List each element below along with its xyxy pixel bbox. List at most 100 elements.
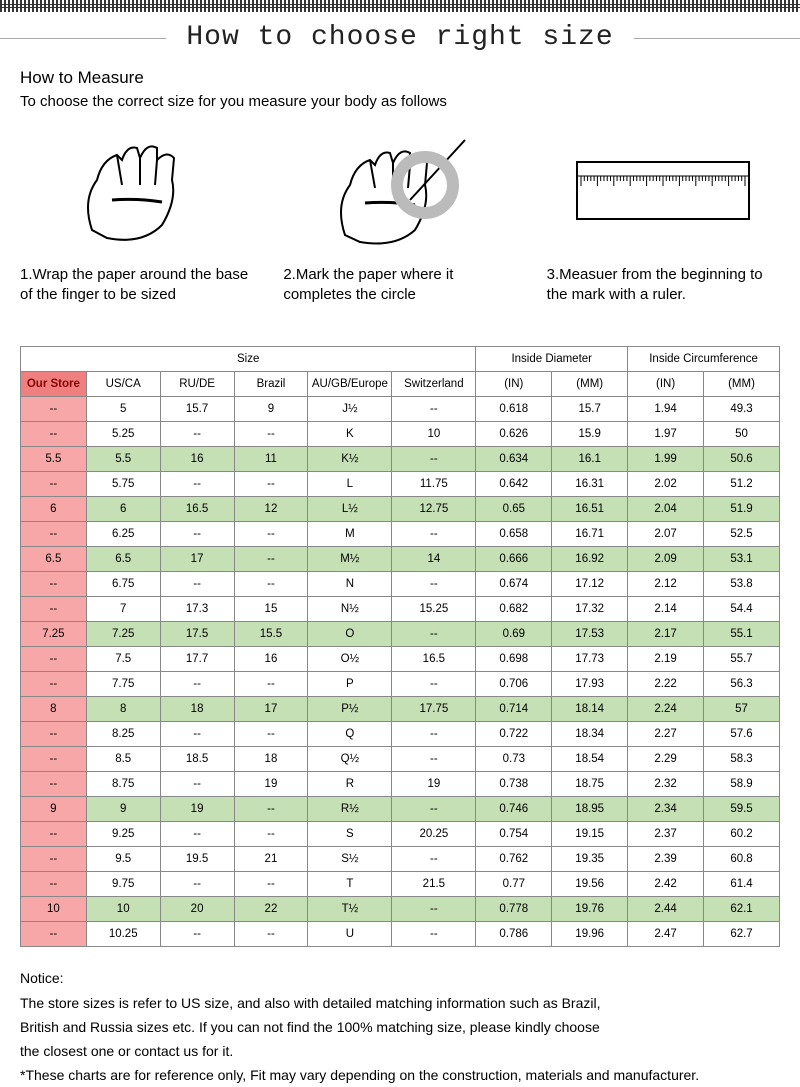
table-cell: 17.73: [552, 646, 628, 671]
table-cell: --: [21, 521, 87, 546]
table-cell: O½: [308, 646, 392, 671]
measure-section: How to Measure To choose the correct siz…: [0, 68, 800, 346]
table-cell: P: [308, 671, 392, 696]
table-cell: 18.95: [552, 796, 628, 821]
table-cell: 54.4: [704, 596, 780, 621]
table-cell: 19.5: [160, 846, 234, 871]
table-cell: 2.22: [628, 671, 704, 696]
table-cell: 21.5: [392, 871, 476, 896]
table-cell: 2.09: [628, 546, 704, 571]
table-row: --7.517.716O½16.50.69817.732.1955.7: [21, 646, 780, 671]
table-cell: 9.25: [86, 821, 160, 846]
table-cell: 0.658: [476, 521, 552, 546]
table-cell: --: [234, 471, 308, 496]
table-cell: 16.5: [392, 646, 476, 671]
table-cell: 53.1: [704, 546, 780, 571]
table-row: --8.518.518Q½--0.7318.542.2958.3: [21, 746, 780, 771]
table-row: --6.75----N--0.67417.122.1253.8: [21, 571, 780, 596]
table-cell: K½: [308, 446, 392, 471]
table-cell: 7.75: [86, 671, 160, 696]
step-3: 3.Measuer from the beginning to the mark…: [547, 125, 780, 306]
decorative-border: [0, 0, 800, 12]
table-cell: L: [308, 471, 392, 496]
table-cell: 0.754: [476, 821, 552, 846]
table-cell: 21: [234, 846, 308, 871]
table-cell: 10: [86, 896, 160, 921]
table-cell: 9.5: [86, 846, 160, 871]
table-cell: 0.73: [476, 746, 552, 771]
table-cell: --: [21, 846, 87, 871]
table-cell: --: [21, 421, 87, 446]
table-cell: --: [160, 921, 234, 946]
table-cell: --: [234, 871, 308, 896]
table-cell: 6.5: [86, 546, 160, 571]
notice-title: Notice:: [20, 967, 780, 991]
table-header-sub-row: Our StoreUS/CARU/DEBrazilAU/GB/EuropeSwi…: [21, 371, 780, 396]
table-cell: O: [308, 621, 392, 646]
table-cell: 14: [392, 546, 476, 571]
table-cell: 51.9: [704, 496, 780, 521]
table-body: --515.79J½--0.61815.71.9449.3--5.25----K…: [21, 396, 780, 946]
table-cell: 0.714: [476, 696, 552, 721]
table-cell: 19: [392, 771, 476, 796]
table-cell: --: [21, 671, 87, 696]
table-cell: --: [21, 471, 87, 496]
table-cell: K: [308, 421, 392, 446]
table-cell: 60.8: [704, 846, 780, 871]
table-row: 10102022T½--0.77819.762.4462.1: [21, 896, 780, 921]
table-cell: 53.8: [704, 571, 780, 596]
table-cell: Q: [308, 721, 392, 746]
table-cell: 2.39: [628, 846, 704, 871]
table-cell: 58.9: [704, 771, 780, 796]
table-cell: 57.6: [704, 721, 780, 746]
table-row: --717.315N½15.250.68217.322.1454.4: [21, 596, 780, 621]
step-1: 1.Wrap the paper around the base of the …: [20, 125, 253, 306]
table-cell: L½: [308, 496, 392, 521]
notice-line: The store sizes is refer to US size, and…: [20, 992, 780, 1016]
table-cell: 2.24: [628, 696, 704, 721]
table-cell: --: [160, 571, 234, 596]
table-cell: 62.7: [704, 921, 780, 946]
table-cell: 0.65: [476, 496, 552, 521]
table-cell: 19.15: [552, 821, 628, 846]
table-cell: 52.5: [704, 521, 780, 546]
table-column-header: US/CA: [86, 371, 160, 396]
table-cell: 7.5: [86, 646, 160, 671]
table-cell: --: [21, 746, 87, 771]
table-group-header: Inside Diameter: [476, 346, 628, 371]
table-cell: 51.2: [704, 471, 780, 496]
table-cell: 1.97: [628, 421, 704, 446]
ruler-icon: [547, 125, 780, 255]
table-cell: 0.674: [476, 571, 552, 596]
table-cell: 62.1: [704, 896, 780, 921]
table-cell: 0.634: [476, 446, 552, 471]
table-cell: --: [21, 396, 87, 421]
table-cell: 16.5: [160, 496, 234, 521]
table-cell: 9: [21, 796, 87, 821]
hand-mark-icon: [283, 125, 516, 255]
table-row: 881817P½17.750.71418.142.2457: [21, 696, 780, 721]
table-cell: 2.37: [628, 821, 704, 846]
table-cell: 18: [234, 746, 308, 771]
table-cell: 17: [234, 696, 308, 721]
table-cell: --: [21, 871, 87, 896]
table-cell: 9: [86, 796, 160, 821]
step-1-text: 1.Wrap the paper around the base of the …: [20, 265, 253, 306]
table-cell: 0.642: [476, 471, 552, 496]
table-column-header: Switzerland: [392, 371, 476, 396]
table-row: --9.25----S20.250.75419.152.3760.2: [21, 821, 780, 846]
table-header-group-row: SizeInside DiameterInside Circumference: [21, 346, 780, 371]
table-cell: 17.7: [160, 646, 234, 671]
table-cell: --: [160, 471, 234, 496]
table-cell: --: [160, 771, 234, 796]
table-cell: 2.17: [628, 621, 704, 646]
table-cell: 8: [21, 696, 87, 721]
table-cell: 18.34: [552, 721, 628, 746]
table-row: --6.25----M--0.65816.712.0752.5: [21, 521, 780, 546]
table-cell: 17.75: [392, 696, 476, 721]
table-cell: --: [160, 871, 234, 896]
table-group-header: Inside Circumference: [628, 346, 780, 371]
table-cell: 6: [86, 496, 160, 521]
table-cell: 12: [234, 496, 308, 521]
step-2: 2.Mark the paper where it completes the …: [283, 125, 516, 306]
